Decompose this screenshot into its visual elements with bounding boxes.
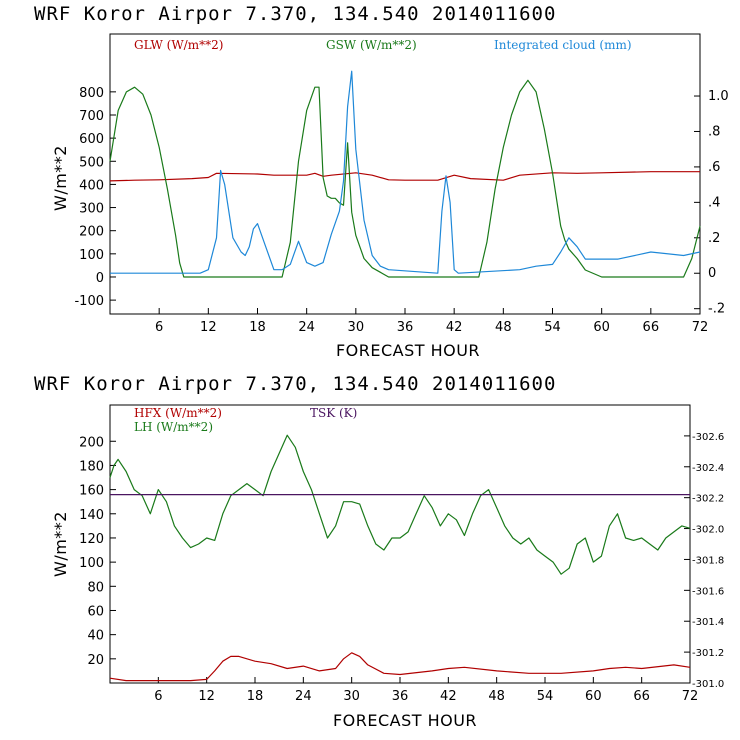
series-line-gsw: [109, 79, 701, 278]
y-tick-label: 800: [79, 86, 104, 101]
x-tick-label: 12: [198, 689, 215, 704]
series-line-lh: [109, 434, 691, 575]
y-tick-label: 600: [79, 132, 104, 147]
y2-tick-label: .8: [708, 124, 720, 139]
series-line-glw: [109, 171, 700, 182]
x-tick-label: 12: [200, 320, 217, 335]
x-tick-label: 36: [397, 320, 414, 335]
chart-2-y2-ticks: -301.0 -301.2 -301.4 -301.6 -301.8 -302.0 -302…: [684, 432, 724, 690]
y2-tick-label: .2: [708, 231, 720, 246]
chart-1-y-ticks: -100 0 100 200 300 400 500 600 700 800: [74, 86, 116, 309]
x-tick-label: 60: [585, 689, 602, 704]
legend-hfx: HFX (W/m**2): [134, 406, 222, 420]
chart-1-series: [109, 70, 701, 278]
x-tick-label: 24: [298, 320, 315, 335]
y-tick-label: 100: [79, 556, 104, 571]
chart-2: WRF Koror Airpor 7.370, 134.540 20140116…: [34, 373, 724, 730]
y2-tick-label: -302.0: [692, 525, 724, 536]
y2-tick-label: -301.6: [692, 586, 724, 597]
y2-tick-label: 1.0: [708, 89, 729, 104]
y2-tick-label: -302.2: [692, 494, 724, 505]
y2-tick-label: -301.0: [692, 679, 724, 690]
chart-1-xlabel: FORECAST HOUR: [336, 341, 480, 360]
y2-tick-label: -302.4: [692, 463, 724, 474]
y-tick-label: 120: [79, 532, 104, 547]
legend-gsw: GSW (W/m**2): [326, 38, 417, 52]
chart-2-title: WRF Koror Airpor 7.370, 134.540 20140116…: [34, 373, 556, 395]
y-tick-label: 80: [87, 580, 104, 595]
series-line-hfx: [109, 652, 691, 682]
chart-1: WRF Koror Airpor 7.370, 134.540 20140116…: [34, 3, 729, 360]
y-tick-label: 700: [79, 109, 104, 124]
y-tick-label: 200: [79, 225, 104, 240]
x-tick-label: 6: [155, 320, 163, 335]
chart-2-series: [109, 434, 691, 682]
y2-tick-label: .4: [708, 195, 720, 210]
legend-tsk: TSK (K): [310, 406, 357, 420]
chart-1-y2-ticks: -.2 0 .2 .4 .6 .8 1.0: [694, 89, 729, 317]
x-tick-label: 72: [682, 689, 699, 704]
y-tick-label: 140: [79, 508, 104, 523]
y-tick-label: 60: [87, 604, 104, 619]
x-tick-label: 66: [643, 320, 660, 335]
x-tick-label: 54: [537, 689, 554, 704]
x-tick-label: 72: [692, 320, 709, 335]
y-tick-label: 500: [79, 155, 104, 170]
x-tick-label: 30: [348, 320, 365, 335]
y-tick-label: -100: [74, 294, 104, 309]
legend-glw: GLW (W/m**2): [134, 38, 223, 52]
x-tick-label: 54: [544, 320, 561, 335]
x-tick-label: 60: [593, 320, 610, 335]
chart-1-x-ticks: 6 12 18 24 30 36 42 48 54 60 66 72: [155, 308, 708, 335]
chart-1-frame: [109, 33, 701, 315]
y-tick-label: 160: [79, 484, 104, 499]
chart-2-ylabel: W/m**2: [51, 511, 70, 577]
y2-tick-label: 0: [708, 266, 716, 281]
x-tick-label: 66: [633, 689, 650, 704]
y2-tick-label: -301.4: [692, 617, 724, 628]
x-tick-label: 18: [249, 320, 266, 335]
y-tick-label: 40: [87, 629, 104, 644]
y2-tick-label: -301.2: [692, 648, 724, 659]
y-tick-label: 0: [96, 271, 104, 286]
chart-2-frame: [109, 404, 691, 684]
y-tick-label: 100: [79, 248, 104, 263]
x-tick-label: 6: [154, 689, 162, 704]
y-tick-label: 400: [79, 178, 104, 193]
chart-1-ylabel: W/m**2: [51, 145, 70, 211]
y2-tick-label: .6: [708, 160, 720, 175]
y-tick-label: 300: [79, 202, 104, 217]
chart-1-title: WRF Koror Airpor 7.370, 134.540 20140116…: [34, 3, 556, 25]
x-tick-label: 30: [343, 689, 360, 704]
x-tick-label: 36: [392, 689, 409, 704]
y-tick-label: 20: [87, 653, 104, 668]
x-tick-label: 42: [446, 320, 463, 335]
legend-lh: LH (W/m**2): [134, 420, 213, 434]
y2-tick-label: -301.8: [692, 555, 724, 566]
chart-2-xlabel: FORECAST HOUR: [333, 711, 477, 730]
y2-tick-label: -.2: [708, 302, 725, 317]
y-tick-label: 200: [79, 435, 104, 450]
x-tick-label: 42: [440, 689, 457, 704]
y2-tick-label: -302.6: [692, 432, 724, 443]
chart-2-x-ticks: 6 12 18 24 30 36 42 48 54 60 66 72: [154, 677, 698, 704]
chart-2-y-ticks: 20 40 60 80 100 120 140 160 180 200: [79, 435, 116, 668]
x-tick-label: 48: [495, 320, 512, 335]
legend-cloud: Integrated cloud (mm): [494, 38, 632, 52]
series-line-integrated: [110, 70, 701, 274]
x-tick-label: 24: [295, 689, 312, 704]
x-tick-label: 18: [247, 689, 264, 704]
x-tick-label: 48: [488, 689, 505, 704]
y-tick-label: 180: [79, 459, 104, 474]
